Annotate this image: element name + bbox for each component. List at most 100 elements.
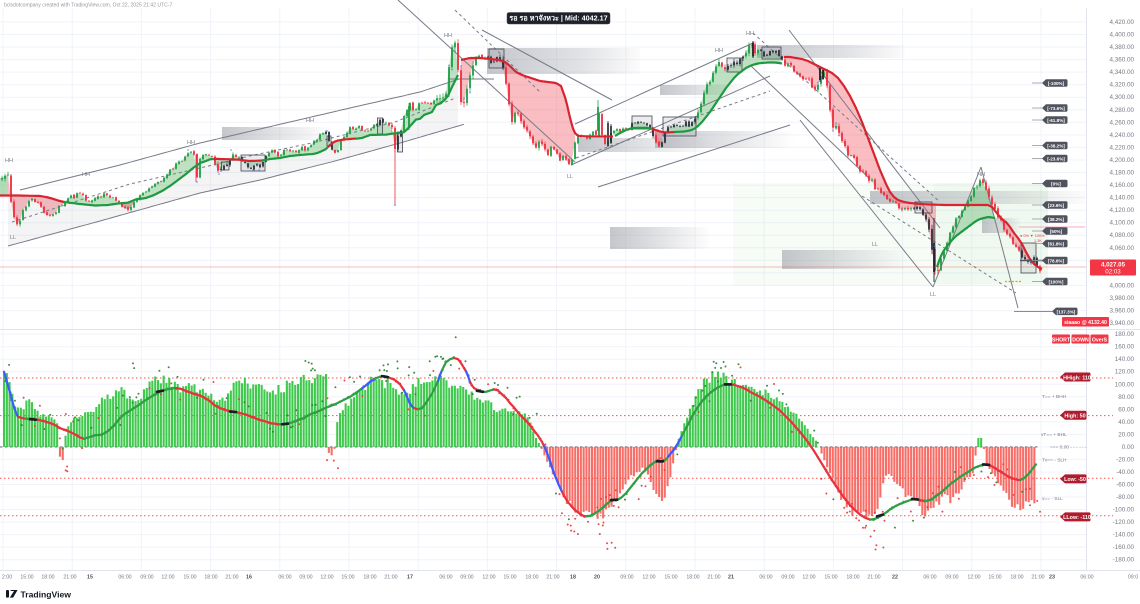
- svg-text:HH: HH: [746, 31, 754, 37]
- svg-text:06:00: 06:00: [118, 575, 131, 581]
- svg-text:4,260.00: 4,260.00: [1109, 119, 1134, 126]
- svg-text:4,400.00: 4,400.00: [1109, 32, 1134, 39]
- svg-text:21:00: 21:00: [867, 575, 880, 581]
- svg-text:09:00: 09:00: [945, 575, 958, 581]
- svg-text:100.00: 100.00: [1115, 381, 1135, 388]
- svg-text:4,200.00: 4,200.00: [1109, 157, 1134, 164]
- svg-text:4,160.00: 4,160.00: [1109, 182, 1134, 189]
- svg-text:-160.00: -160.00: [1113, 544, 1135, 551]
- svg-text:2:00: 2:00: [2, 575, 12, 581]
- svg-text:[-73.6%]: [-73.6%]: [1047, 106, 1065, 111]
- svg-text:-180.00: -180.00: [1113, 557, 1135, 564]
- svg-text:-140.00: -140.00: [1113, 532, 1135, 539]
- svg-text:SHORT: SHORT: [1052, 337, 1071, 343]
- svg-text:12:00: 12:00: [642, 575, 655, 581]
- svg-text:4,340.00: 4,340.00: [1109, 69, 1134, 76]
- svg-text:LL: LL: [930, 292, 936, 298]
- svg-text:-40.00: -40.00: [1116, 469, 1134, 476]
- svg-text:22: 22: [892, 575, 898, 581]
- svg-text:15:00: 15:00: [664, 575, 677, 581]
- svg-text:20: 20: [594, 575, 600, 581]
- svg-text:● 0% ▼ 100%: ● 0% ▼ 100%: [1020, 234, 1045, 238]
- svg-text:4,100.00: 4,100.00: [1109, 220, 1134, 227]
- svg-text:=== 0.00 - - - - - -: === 0.00 - - - - - -: [1050, 445, 1087, 451]
- svg-text:21:00: 21:00: [1031, 575, 1044, 581]
- svg-text:23: 23: [1049, 575, 1055, 581]
- svg-text:4,180.00: 4,180.00: [1109, 170, 1134, 177]
- svg-text:18:00: 18:00: [41, 575, 54, 581]
- svg-text:LL: LL: [10, 235, 16, 241]
- svg-text:21:00: 21:00: [546, 575, 559, 581]
- svg-text:18:00: 18:00: [204, 575, 217, 581]
- svg-text:06:00: 06:00: [1080, 575, 1093, 581]
- svg-text:140.00: 140.00: [1115, 356, 1135, 363]
- svg-text:06:00: 06:00: [923, 575, 936, 581]
- svg-text:LLow: -110: LLow: -110: [1063, 515, 1091, 521]
- svg-text:[-23.6%]: [-23.6%]: [1047, 157, 1065, 162]
- svg-text:T== + BHH: T== + BHH: [1042, 394, 1067, 400]
- svg-text:4,027.05: 4,027.05: [1101, 262, 1126, 269]
- svg-text:21:00: 21:00: [384, 575, 397, 581]
- svg-text:LL: LL: [872, 242, 878, 248]
- svg-text:4,380.00: 4,380.00: [1109, 44, 1134, 51]
- svg-text:-120.00: -120.00: [1113, 519, 1135, 526]
- svg-text:09:00: 09:00: [460, 575, 473, 581]
- svg-text:1.3K: 1.3K: [1034, 239, 1042, 243]
- svg-text:06:00: 06:00: [439, 575, 452, 581]
- svg-text:12:00: 12:00: [482, 575, 495, 581]
- svg-text:06:00: 06:00: [278, 575, 291, 581]
- svg-text:-100.00: -100.00: [1113, 507, 1135, 514]
- svg-text:18:00: 18:00: [525, 575, 538, 581]
- svg-text:16: 16: [246, 575, 252, 581]
- svg-text:4,060.00: 4,060.00: [1109, 245, 1134, 252]
- svg-text:vT== + BHL: vT== + BHL: [1041, 432, 1067, 438]
- svg-text:02:03: 02:03: [1105, 269, 1121, 276]
- svg-text:18:00: 18:00: [846, 575, 859, 581]
- svg-text:4,280.00: 4,280.00: [1109, 107, 1134, 114]
- svg-text:18: 18: [570, 575, 576, 581]
- svg-text:180.00: 180.00: [1115, 331, 1135, 338]
- svg-text:4,000.00: 4,000.00: [1109, 282, 1134, 289]
- svg-text:Low: -50: Low: -50: [1064, 477, 1086, 483]
- svg-text:4,080.00: 4,080.00: [1109, 232, 1134, 239]
- svg-text:HHigh: 110: HHigh: 110: [1063, 375, 1091, 381]
- svg-text:[100%]: [100%]: [1049, 280, 1064, 285]
- svg-text:21:00: 21:00: [63, 575, 76, 581]
- svg-text:LL: LL: [567, 174, 573, 180]
- svg-text:[-61.8%]: [-61.8%]: [1047, 118, 1065, 123]
- svg-text:18:00: 18:00: [1010, 575, 1023, 581]
- svg-text:4,240.00: 4,240.00: [1109, 132, 1134, 139]
- svg-text:12:00: 12:00: [320, 575, 333, 581]
- svg-text:HH: HH: [715, 48, 723, 54]
- svg-text:v== - SLL: v== - SLL: [1042, 496, 1063, 502]
- svg-text:15:00: 15:00: [341, 575, 354, 581]
- svg-text:0.00: 0.00: [1122, 444, 1135, 451]
- svg-text:4,300.00: 4,300.00: [1109, 94, 1134, 101]
- svg-text:12:00: 12:00: [967, 575, 980, 581]
- svg-text:15:00: 15:00: [20, 575, 33, 581]
- svg-text:09:0: 09:0: [1128, 575, 1138, 581]
- svg-text:60.00: 60.00: [1118, 406, 1134, 413]
- svg-text:15: 15: [87, 575, 93, 581]
- svg-text:-60.00: -60.00: [1116, 482, 1134, 489]
- svg-text:HH: HH: [306, 118, 314, 124]
- svg-text:160.00: 160.00: [1115, 344, 1135, 351]
- svg-text:4,320.00: 4,320.00: [1109, 82, 1134, 89]
- svg-text:15:00: 15:00: [503, 575, 516, 581]
- svg-text:HH: HH: [977, 172, 985, 178]
- svg-text:40.00: 40.00: [1118, 419, 1134, 426]
- svg-text:12:00: 12:00: [802, 575, 815, 581]
- svg-text:4,120.00: 4,120.00: [1109, 207, 1134, 214]
- svg-text:3,960.00: 3,960.00: [1109, 308, 1134, 315]
- svg-text:18:00: 18:00: [686, 575, 699, 581]
- svg-text:4,220.00: 4,220.00: [1109, 144, 1134, 151]
- svg-text:18:00: 18:00: [363, 575, 376, 581]
- svg-text:09:00: 09:00: [299, 575, 312, 581]
- svg-text:3,980.00: 3,980.00: [1109, 295, 1134, 302]
- svg-text:3,940.00: 3,940.00: [1109, 320, 1134, 327]
- svg-text:09:00: 09:00: [620, 575, 633, 581]
- svg-text:4,420.00: 4,420.00: [1109, 19, 1134, 26]
- svg-text:-80.00: -80.00: [1116, 494, 1134, 501]
- svg-text:4,140.00: 4,140.00: [1109, 195, 1134, 202]
- svg-text:HH: HH: [187, 140, 195, 146]
